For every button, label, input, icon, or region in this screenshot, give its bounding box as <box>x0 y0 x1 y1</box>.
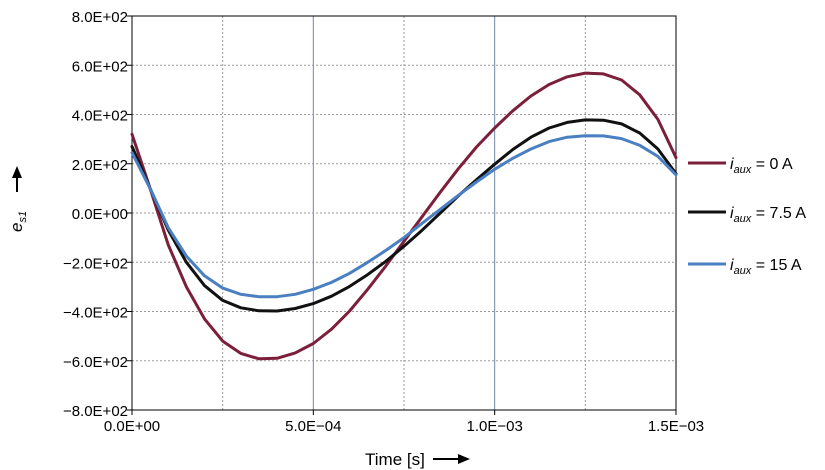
legend-item-3: iaux = 15 A <box>688 257 802 277</box>
y-tick-label: 2.0E+02 <box>72 157 128 174</box>
legend-label: iaux = 15 A <box>730 257 802 277</box>
legend-item-2: iaux = 7.5 A <box>688 205 806 225</box>
y-tick-label: 8.0E+02 <box>72 9 128 26</box>
y-tick-label: 0.0E+00 <box>72 206 128 223</box>
y-axis-label-subscript: s1 <box>17 211 29 223</box>
series-lines <box>130 71 678 361</box>
y-axis-label-main: e <box>7 223 26 232</box>
x-axis-ticks: 0.0E+00 5.0E−04 1.0E−03 1.5E−03 <box>104 410 704 435</box>
x-tick-label: 5.0E−04 <box>285 418 341 435</box>
series-line-1 <box>130 71 678 361</box>
x-tick-label: 0.0E+00 <box>104 418 160 435</box>
series-line-2 <box>130 118 678 313</box>
y-tick-label: −2.0E+02 <box>63 255 128 272</box>
y-tick-label: −6.0E+02 <box>63 354 128 371</box>
series-line-3 <box>130 134 678 299</box>
x-axis-arrow-head <box>458 454 470 464</box>
legend-label: iaux = 0 A <box>730 156 793 176</box>
y-axis-ticks: 8.0E+02 6.0E+02 4.0E+02 2.0E+02 0.0E+00 −2.0E… <box>63 9 132 420</box>
legend-item-1: iaux = 0 A <box>688 156 793 176</box>
x-tick-label: 1.0E−03 <box>467 418 523 435</box>
x-axis-title: Time [s] <box>365 450 470 469</box>
y-axis-label: es1 <box>7 211 29 232</box>
y-axis-title: es1 <box>7 166 29 232</box>
grid <box>132 16 676 410</box>
y-tick-label: 4.0E+02 <box>72 108 128 125</box>
x-tick-label: 1.5E−03 <box>648 418 704 435</box>
y-tick-label: −8.0E+02 <box>63 403 128 420</box>
y-tick-label: −4.0E+02 <box>63 305 128 322</box>
x-axis-label: Time [s] <box>365 450 425 469</box>
legend: iaux = 0 A iaux = 7.5 A iaux = 15 A <box>688 156 806 277</box>
legend-label: iaux = 7.5 A <box>730 205 806 225</box>
y-axis-arrow-head <box>12 166 22 178</box>
y-tick-label: 6.0E+02 <box>72 58 128 75</box>
